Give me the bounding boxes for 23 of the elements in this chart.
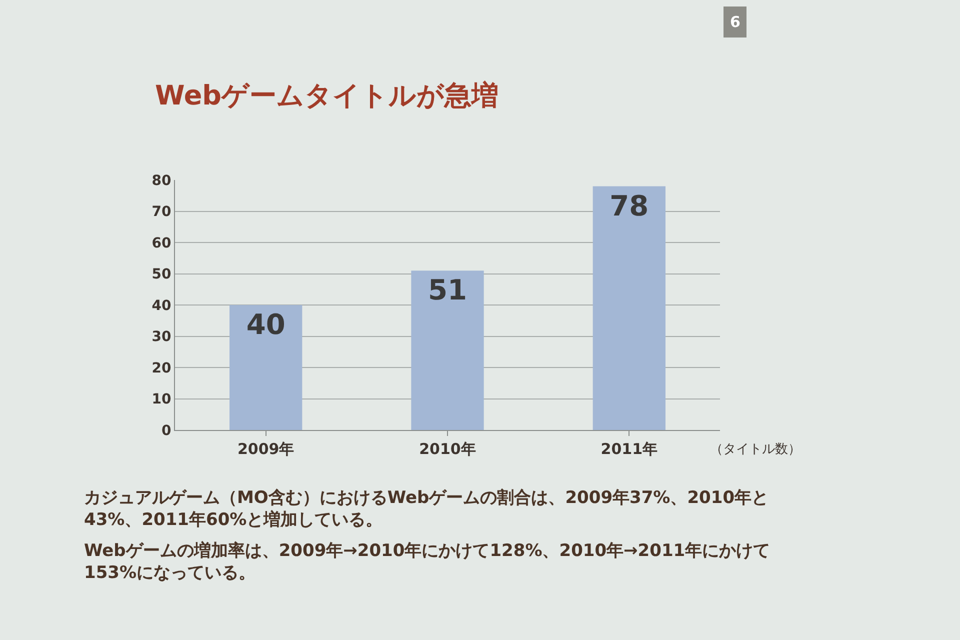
y-tick-label: 20 (152, 360, 172, 376)
y-tick-label: 30 (152, 329, 172, 346)
text: 6 (730, 13, 740, 31)
y-tick-label: 40 (152, 298, 172, 314)
bar (411, 270, 484, 430)
bar (592, 186, 666, 430)
text: （タイトル数） (710, 442, 801, 457)
y-tick-label: 70 (152, 204, 172, 220)
y-tick-label: 80 (152, 172, 172, 189)
bar (230, 305, 302, 430)
data-label: 51 (428, 274, 467, 307)
text: カジュアルゲーム（MO含む）におけるWebゲームの割合は、2009年37%、2010年と43%、2011年60%と増加している。 (84, 488, 769, 530)
x-tick-label: 2010年 (419, 440, 476, 458)
chart-title: Webゲームタイトルが急増 (155, 80, 498, 112)
y-tick-label: 0 (161, 422, 172, 439)
text: Webゲームの増加率は、2009年→2010年にかけて128%、2010年→2011年にかけて153%になっている。 (84, 540, 770, 584)
x-tick-label: 2009年 (237, 440, 294, 458)
x-tick-label: 2011年 (600, 440, 658, 458)
data-label: 78 (610, 189, 649, 222)
data-label: 40 (246, 308, 286, 341)
y-tick-label: 50 (152, 266, 172, 283)
y-tick-label: 60 (152, 235, 172, 252)
y-tick-label: 10 (152, 392, 172, 408)
